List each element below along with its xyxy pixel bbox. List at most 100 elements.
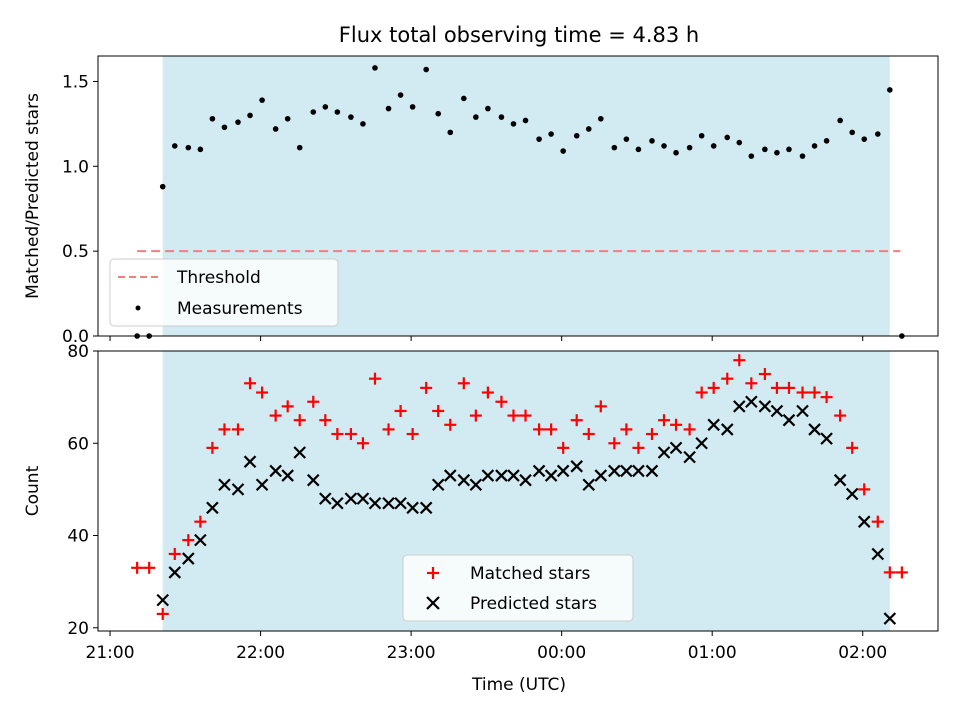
- predicted-star-point: [368, 496, 382, 510]
- matched-star-point: [156, 607, 169, 620]
- predicted-star-point: [544, 469, 558, 482]
- predicted-star-point: [657, 446, 671, 459]
- predicted-star-point: [608, 464, 621, 478]
- predicted-star-point: [720, 423, 734, 436]
- measurement-point: [473, 114, 479, 120]
- y-tick-label: 1.0: [62, 157, 89, 177]
- predicted-star-point: [319, 492, 332, 505]
- matched-star-point: [420, 381, 433, 394]
- legend-measurements-swatch: [135, 305, 141, 311]
- x-tick-label: 23:00: [387, 643, 436, 663]
- predicted-star-point: [883, 612, 897, 625]
- matched-star-point: [293, 414, 306, 427]
- x-tick-label: 21:00: [86, 643, 135, 663]
- matched-star-point: [570, 414, 583, 427]
- matched-star-point: [533, 423, 546, 436]
- measurement-points: [134, 65, 905, 339]
- matched-star-point: [495, 395, 508, 408]
- measurement-point: [698, 132, 705, 139]
- measurement-point: [259, 97, 265, 103]
- measurement-point: [397, 92, 404, 98]
- measurement-point: [560, 148, 566, 154]
- matched-star-point: [695, 386, 708, 399]
- matched-star-point: [481, 386, 494, 399]
- predicted-star-point: [833, 473, 847, 487]
- measurement-point: [849, 129, 855, 136]
- matched-star-point: [206, 441, 219, 454]
- x-tick-label: 01:00: [688, 643, 737, 663]
- matched-star-point: [645, 428, 658, 441]
- matched-star-point: [344, 428, 357, 441]
- predicted-star-point: [331, 496, 344, 510]
- measurement-point: [887, 87, 893, 93]
- measurement-point: [435, 110, 442, 117]
- matched-star-point: [194, 515, 207, 528]
- legend-matched-swatch: [427, 567, 439, 579]
- predicted-star-point: [645, 464, 659, 478]
- matched-star-point: [820, 391, 833, 404]
- count-points: [131, 354, 908, 625]
- predicted-star-point: [695, 436, 708, 450]
- predicted-star-point: [770, 404, 784, 418]
- matched-star-point: [658, 414, 671, 427]
- measurement-point: [774, 149, 780, 156]
- legend-matched-label: Matched stars: [470, 564, 590, 584]
- predicted-star-point: [443, 469, 457, 482]
- measurement-point: [837, 117, 843, 124]
- predicted-star-point: [532, 464, 546, 478]
- matched-star-point: [394, 404, 407, 417]
- measurement-point: [296, 144, 303, 151]
- predicted-star-point: [556, 464, 570, 478]
- predicted-star-point: [594, 469, 608, 482]
- predicted-star-point: [808, 423, 821, 436]
- measurement-point: [409, 104, 416, 110]
- predicted-star-point: [745, 395, 758, 409]
- measurement-point: [823, 138, 830, 144]
- predicted-star-point: [620, 464, 633, 478]
- measurement-point: [197, 146, 204, 153]
- predicted-star-point: [570, 460, 583, 473]
- measurement-point: [310, 109, 317, 115]
- predicted-star-point: [243, 455, 257, 468]
- measurement-point: [762, 146, 768, 153]
- top-panel-frame: [97, 55, 939, 337]
- measurement-point: [649, 138, 655, 144]
- x-tick-label: 22:00: [236, 643, 285, 663]
- matched-star-point: [444, 418, 457, 431]
- y-tick-label: 0.5: [62, 242, 89, 262]
- matched-star-point: [770, 381, 783, 394]
- legend-predicted-swatch: [426, 596, 440, 610]
- measurement-point: [159, 183, 166, 190]
- matched-star-point: [733, 354, 746, 367]
- measurement-point: [284, 115, 291, 122]
- predicted-star-point: [306, 473, 320, 487]
- measurement-point: [447, 129, 454, 136]
- predicted-star-point: [457, 473, 471, 487]
- legend-threshold-label: Threshold: [176, 268, 261, 288]
- predicted-star-point: [582, 478, 596, 492]
- matched-star-point: [707, 381, 720, 394]
- matched-star-point: [469, 409, 482, 422]
- measurement-point: [360, 121, 366, 127]
- bottom-panel-y-label: Count: [23, 465, 43, 516]
- legend-predicted-label: Predicted stars: [470, 594, 597, 614]
- predicted-star-point: [707, 418, 720, 432]
- y-tick-label: 1.5: [62, 72, 89, 92]
- predicted-star-point: [758, 400, 772, 413]
- y-tick-label: 0.0: [62, 327, 89, 347]
- predicted-star-point: [382, 496, 395, 510]
- measurement-point: [597, 115, 604, 122]
- predicted-star-point: [683, 450, 696, 464]
- matched-star-point: [858, 483, 871, 496]
- measurement-point: [861, 136, 868, 142]
- predicted-star-point: [796, 404, 809, 418]
- predicted-star-point: [733, 400, 746, 413]
- x-tick-label: 00:00: [537, 643, 586, 663]
- measurement-point: [221, 124, 228, 131]
- predicted-star-point: [281, 469, 294, 482]
- matched-star-point: [269, 409, 282, 422]
- x-tick-label: 02:00: [838, 643, 887, 663]
- matched-star-point: [168, 547, 181, 560]
- matched-star-point: [557, 441, 570, 454]
- measurement-point: [635, 146, 642, 153]
